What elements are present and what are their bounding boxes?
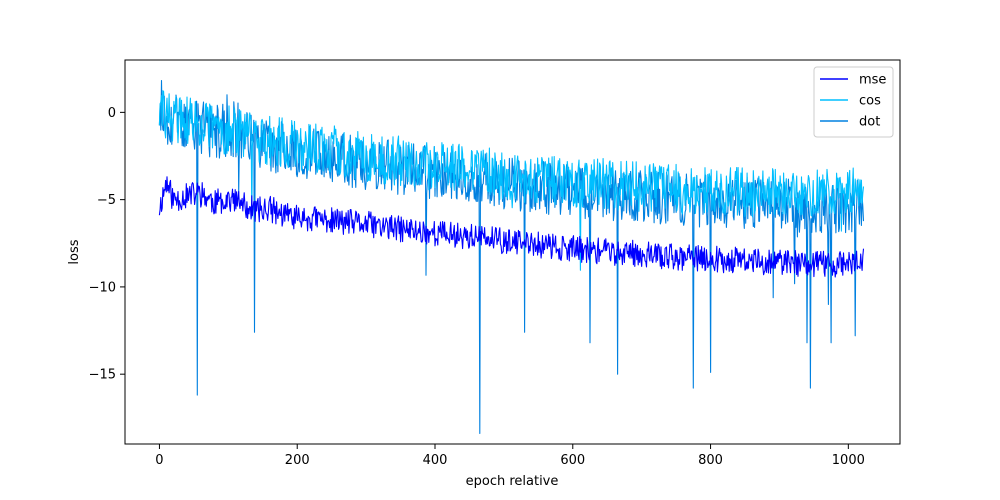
series-layer [158, 80, 865, 435]
plot-area [124, 59, 901, 445]
legend-label-cos: cos [859, 94, 881, 109]
y-tick-label: −15 [89, 368, 116, 383]
legend-label-dot: dot [859, 115, 880, 130]
legend-label-mse: mse [859, 73, 886, 88]
series-line-mse [158, 176, 865, 278]
x-tick-label: 200 [285, 453, 310, 468]
y-axis-label: loss [67, 239, 82, 264]
y-axis-ticks: 0 −5 −10 −15 [89, 106, 125, 383]
x-tick-label: 400 [423, 453, 448, 468]
x-tick-label: 1000 [832, 453, 865, 468]
legend-box [813, 66, 894, 138]
x-axis-label: epoch relative [466, 474, 559, 489]
x-axis-ticks: 0 200 400 600 800 1000 [155, 444, 865, 468]
y-tick-label: −5 [97, 193, 116, 208]
series-line-cos [158, 90, 865, 271]
x-tick-label: 600 [560, 453, 585, 468]
x-tick-label: 800 [698, 453, 723, 468]
x-tick-label: 0 [155, 453, 163, 468]
y-tick-label: −10 [89, 280, 116, 295]
axes-frame [124, 59, 901, 445]
y-tick-label: 0 [108, 106, 116, 121]
legend: mse cos dot [813, 66, 894, 138]
